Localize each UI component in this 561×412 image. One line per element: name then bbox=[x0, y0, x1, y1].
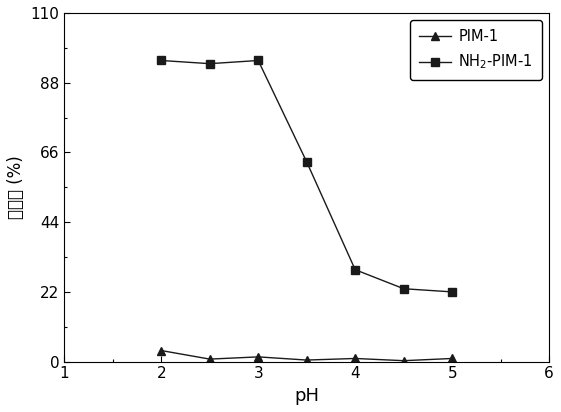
NH$_2$-PIM-1 bbox=[401, 286, 407, 291]
NH$_2$-PIM-1 bbox=[206, 61, 213, 66]
PIM-1 bbox=[304, 358, 310, 363]
Legend: PIM-1, NH$_2$-PIM-1: PIM-1, NH$_2$-PIM-1 bbox=[410, 20, 542, 80]
NH$_2$-PIM-1 bbox=[352, 267, 358, 272]
Line: PIM-1: PIM-1 bbox=[157, 346, 456, 365]
X-axis label: pH: pH bbox=[294, 387, 319, 405]
NH$_2$-PIM-1 bbox=[449, 289, 456, 294]
PIM-1 bbox=[352, 356, 358, 361]
NH$_2$-PIM-1 bbox=[304, 159, 310, 164]
PIM-1 bbox=[449, 356, 456, 361]
PIM-1 bbox=[255, 354, 261, 359]
PIM-1 bbox=[401, 358, 407, 363]
Line: NH$_2$-PIM-1: NH$_2$-PIM-1 bbox=[157, 56, 456, 296]
NH$_2$-PIM-1 bbox=[158, 58, 164, 63]
PIM-1 bbox=[158, 348, 164, 353]
Y-axis label: 吸附率 (%): 吸附率 (%) bbox=[7, 155, 25, 219]
NH$_2$-PIM-1 bbox=[255, 58, 261, 63]
PIM-1 bbox=[206, 357, 213, 362]
